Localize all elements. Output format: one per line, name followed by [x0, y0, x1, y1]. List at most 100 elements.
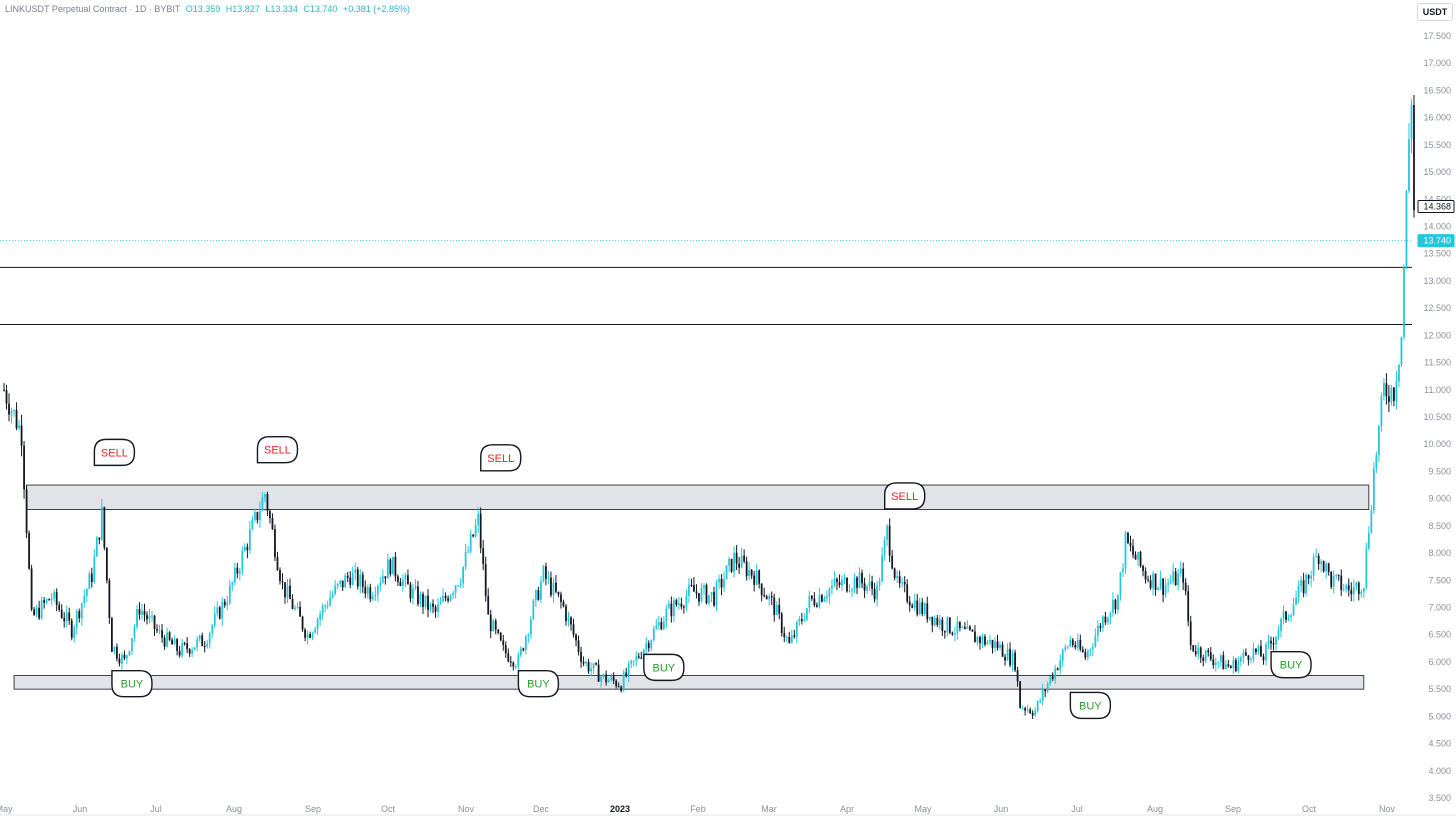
y-tick-label: 7.000 [1428, 603, 1451, 613]
candle-body [173, 639, 176, 645]
candle-body [1393, 387, 1395, 401]
x-tick-label: Oct [381, 804, 396, 814]
candle-body [1270, 640, 1272, 644]
candle-body [334, 585, 337, 594]
candle-body [286, 585, 289, 598]
candle-body [1189, 621, 1192, 646]
candle-body [730, 558, 733, 572]
currency-badge[interactable]: USDT [1417, 3, 1453, 21]
price-label-box [1417, 199, 1455, 213]
candle-body [110, 618, 113, 652]
candle-body [153, 615, 156, 629]
open-value: O13.359 [185, 4, 221, 14]
candle-body [529, 619, 532, 635]
candle-body [893, 568, 896, 578]
y-tick-label: 9.500 [1428, 466, 1451, 476]
high-value: H13.827 [225, 4, 260, 14]
candle-body [123, 654, 126, 659]
candle-body [407, 575, 409, 585]
candle-body [517, 655, 520, 667]
candle-body [1199, 647, 1202, 658]
candle-body [833, 579, 836, 586]
candle-body [667, 603, 670, 609]
candle-body [1059, 660, 1062, 670]
y-tick-label: 17.000 [1423, 58, 1451, 68]
candle-body [216, 607, 219, 614]
candle-body [938, 619, 941, 625]
candle-body [986, 642, 989, 645]
candle-body [231, 582, 234, 586]
candle-body [785, 636, 788, 638]
candle-body [291, 599, 294, 609]
candle-body [690, 584, 693, 586]
candle-body [555, 582, 557, 592]
candle-body [567, 617, 570, 622]
candle-body [148, 615, 151, 620]
candle-body [635, 656, 638, 661]
candle-body [883, 539, 886, 556]
candle-body [788, 636, 791, 643]
candle-body [858, 572, 861, 588]
candle-body [1245, 652, 1247, 656]
candle-body [560, 594, 562, 602]
candle-body [178, 650, 181, 656]
candle-body [795, 621, 798, 637]
candle-body [359, 574, 362, 587]
chart-header: LINKUSDT Perpetual Contract · 1D · BYBIT… [5, 4, 410, 14]
candle-body [424, 595, 427, 607]
candle-body [427, 595, 429, 610]
candle-body [672, 600, 675, 617]
candle-body [750, 569, 753, 576]
candle-body [243, 546, 246, 551]
candle-body [1172, 571, 1175, 582]
candle-body [1370, 510, 1373, 533]
candle-body [331, 593, 334, 598]
candle-body [1162, 578, 1165, 595]
x-tick-label: Nov [1379, 804, 1396, 814]
candle-body [1149, 580, 1152, 589]
candle-body [582, 661, 585, 664]
candle-body [1297, 585, 1300, 598]
candle-body [863, 583, 866, 591]
candle-body [790, 635, 793, 643]
candle-body [898, 575, 901, 584]
candle-body [793, 635, 796, 637]
candle-body [743, 555, 746, 562]
candle-body [93, 556, 96, 582]
candle-body [725, 565, 728, 580]
candle-body [775, 604, 778, 616]
candle-body [437, 604, 439, 612]
candle-body [479, 513, 482, 549]
candle-body [770, 595, 773, 598]
candle-body [783, 633, 786, 638]
candle-body [1016, 670, 1019, 682]
candle-body [1365, 548, 1368, 588]
candle-body [346, 575, 349, 578]
candle-body [1169, 581, 1172, 584]
candle-body [1214, 662, 1217, 666]
candle-body [999, 644, 1001, 649]
candle-body [299, 606, 301, 617]
candle-body [768, 595, 771, 600]
candle-body [562, 601, 565, 607]
candle-body [351, 572, 354, 585]
candle-body [90, 573, 93, 582]
x-tick-label: May [0, 804, 13, 814]
y-tick-label: 11.000 [1424, 385, 1451, 395]
candle-body [186, 643, 189, 650]
candle-body [1345, 585, 1348, 590]
candle-body [1139, 552, 1142, 566]
candle-body [1390, 387, 1393, 402]
candle-body [1290, 615, 1292, 618]
candle-body [213, 613, 216, 626]
y-tick-label: 7.500 [1428, 575, 1451, 585]
candle-body [1307, 574, 1310, 579]
y-tick-label: 10.500 [1423, 412, 1451, 422]
candle-body [527, 634, 530, 637]
candle-body [823, 598, 826, 602]
candle-body [206, 643, 209, 647]
candle-body [1350, 589, 1353, 595]
candle-body [632, 660, 635, 662]
candle-body [126, 655, 128, 659]
